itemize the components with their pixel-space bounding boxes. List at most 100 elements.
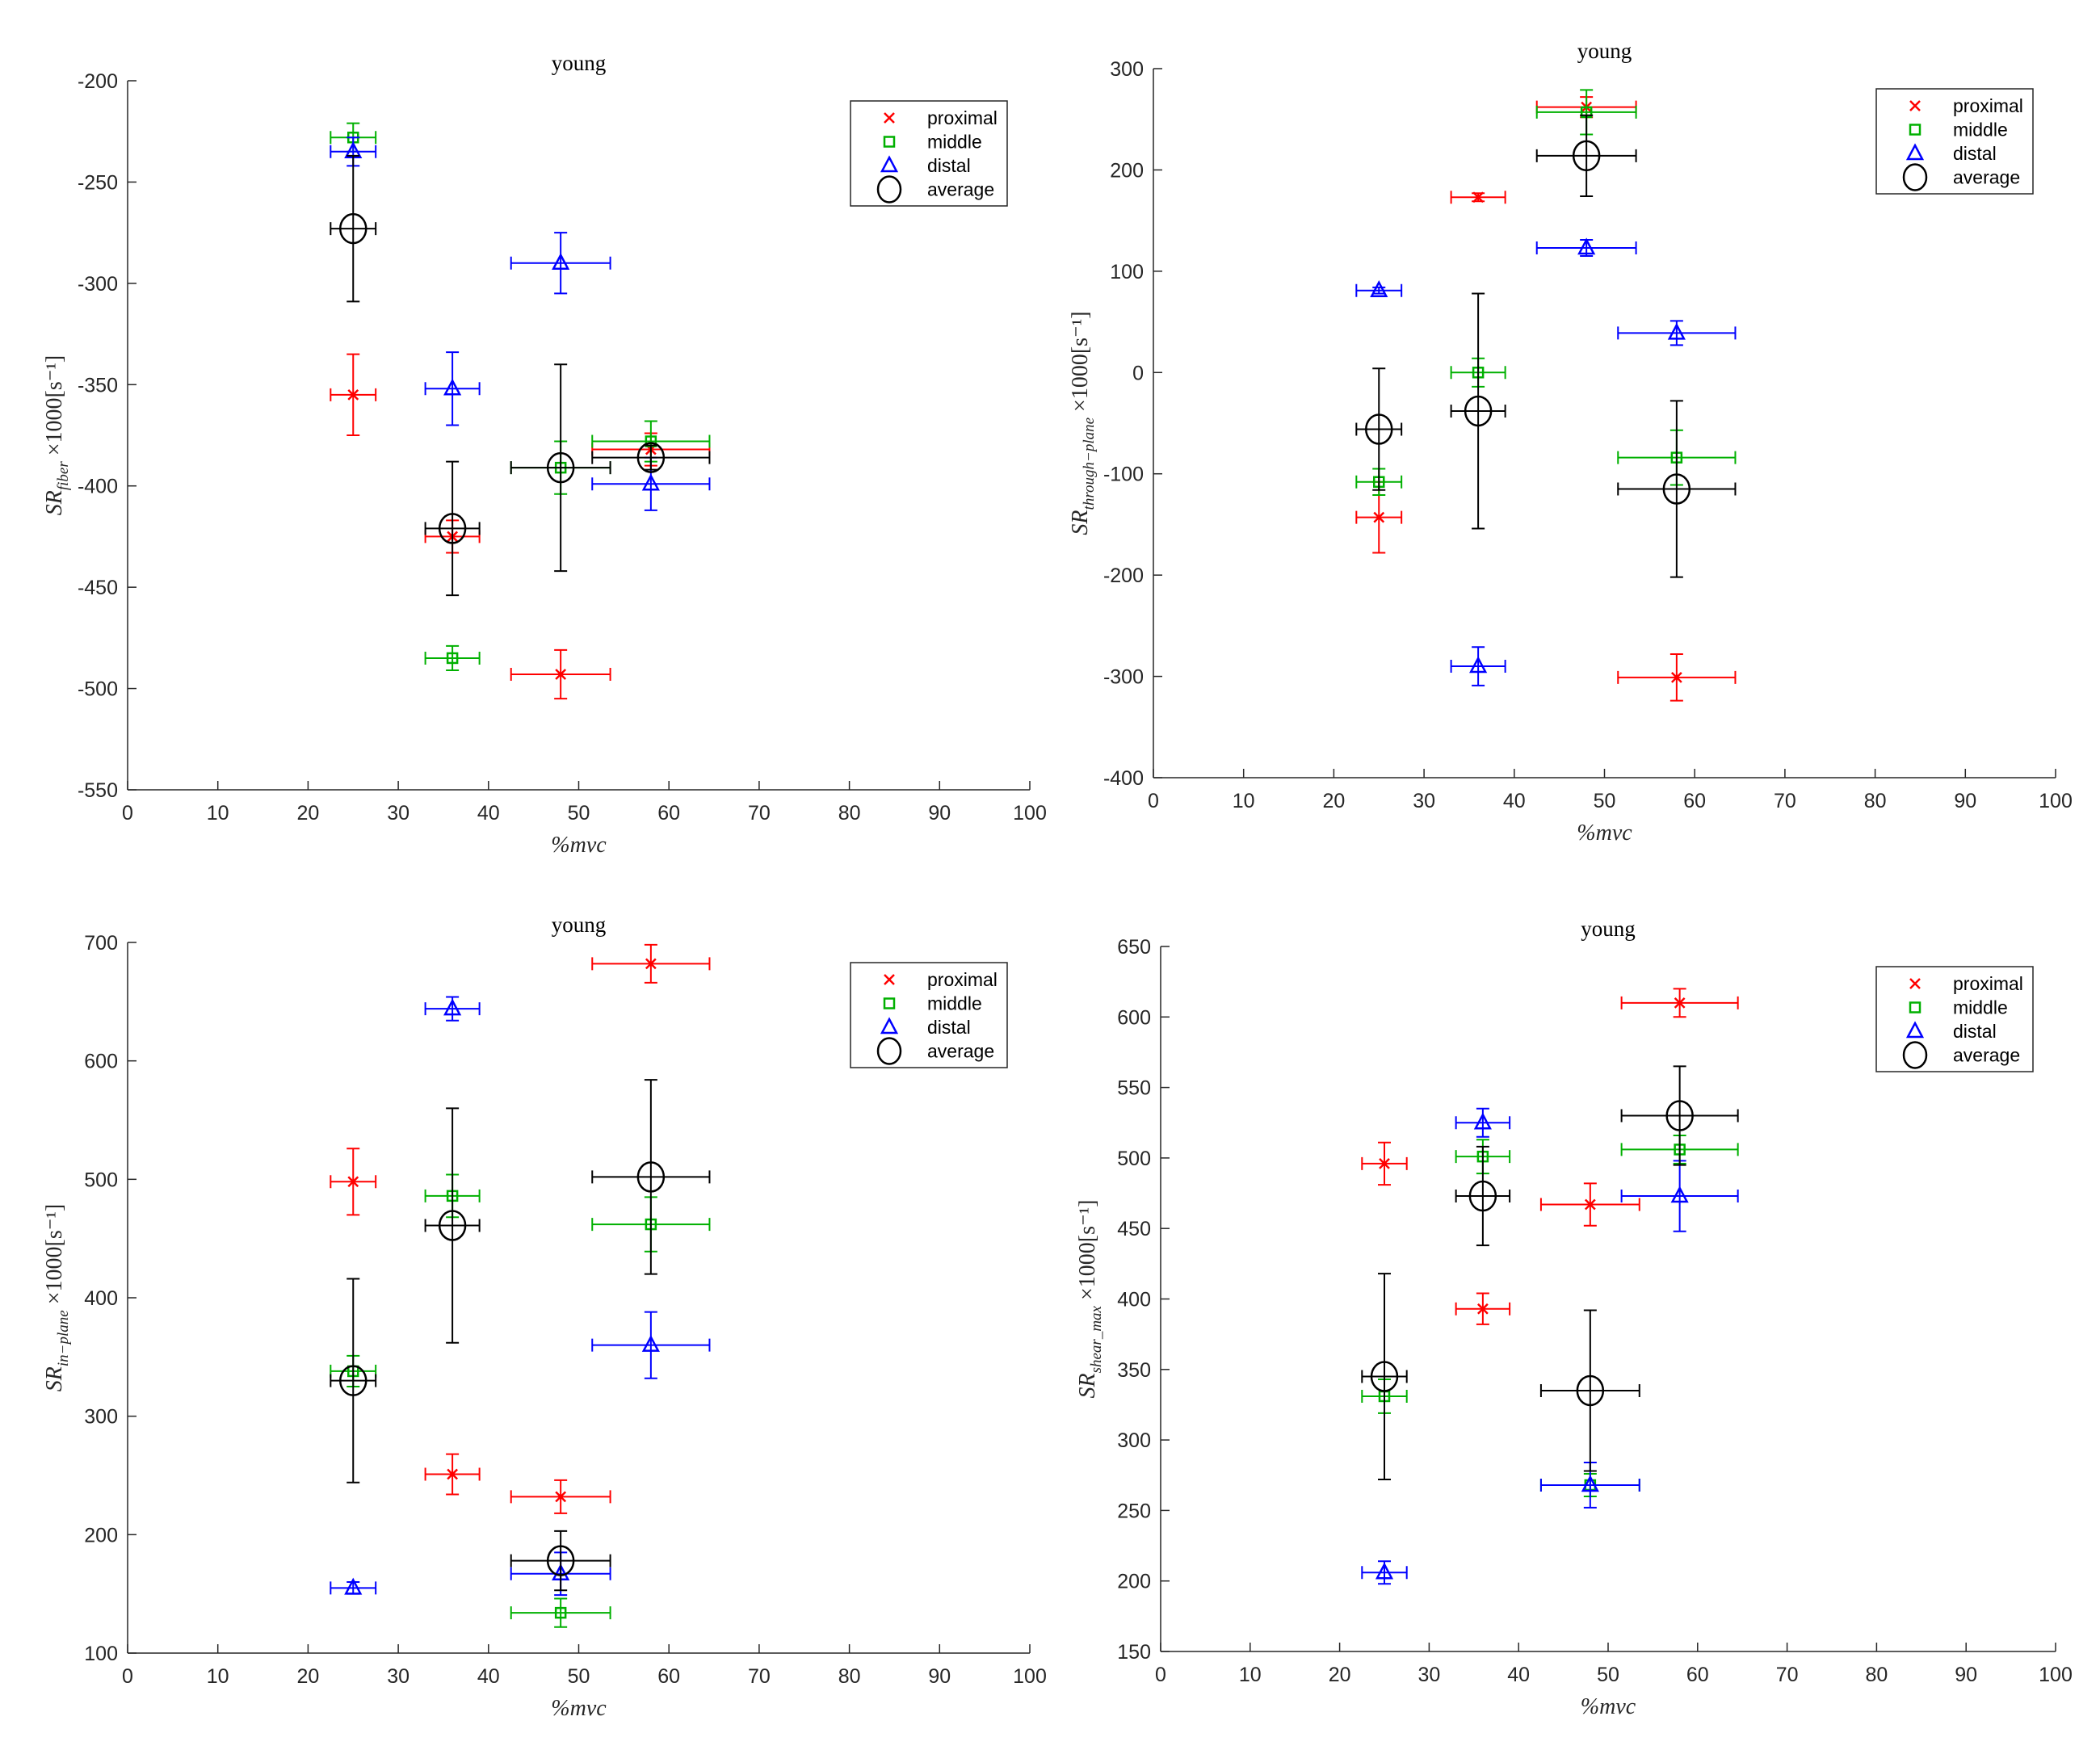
x-tick-label: 0 [122,802,133,825]
y-axis-label: SRthrough−plane ×1000[s⁻¹] [1068,311,1098,535]
x-tick-label: 100 [2039,1664,2073,1686]
y-tick-label: 700 [84,932,118,955]
x-tick-label: 90 [1954,790,1976,812]
distal-point [641,1334,660,1352]
y-axis-label-main: SR [1075,1373,1100,1398]
y-tick-label: 300 [1117,1429,1151,1452]
legend-marker-distal [880,1017,899,1034]
y-tick-label: -400 [1103,767,1144,790]
legend-label-middle: middle [927,993,982,1014]
chart-title: young [552,51,607,75]
legend: proximal middle distal average [1875,966,2034,1072]
x-tick-label: 90 [928,1665,951,1688]
series-average [1355,114,1737,578]
x-tick-label: 70 [1776,1664,1799,1686]
y-tick-label: -250 [78,171,118,194]
y-axis-label-main: SR [1068,510,1093,535]
legend-marker-middle [1909,1001,1922,1013]
x-tick-label: 0 [122,1665,133,1688]
distal-point [1370,280,1388,297]
proximal-point [555,669,567,680]
x-axis-label: %mvc [1577,820,1632,846]
series-average [330,154,711,597]
x-tick-label: 80 [838,1665,861,1688]
proximal-point [347,1176,359,1188]
average-y-errorbar [446,1107,460,1344]
x-tick-label: 60 [1686,1664,1709,1686]
x-tick-label: 40 [1507,1664,1530,1686]
x-tick-label: 70 [1774,790,1796,812]
chart-4: 0 10 20 30 40 50 60 70 80 90 100 150 200 250 300 350 400… [1075,917,2073,1719]
series-distal [330,996,711,1597]
y-axis-label: SRin−plane ×1000[s⁻¹] [42,1204,72,1391]
distal-point [641,473,660,491]
x-tick-label: 30 [387,802,410,825]
average-y-errorbar [1583,1309,1597,1472]
y-axis-label-suffix: ×1000[s⁻¹] [1075,1199,1100,1306]
y-axis-label: SRshear_max ×1000[s⁻¹] [1075,1199,1105,1398]
x-tick-label: 80 [838,802,861,825]
x-tick-label: 90 [928,802,951,825]
x-tick-label: 40 [1503,790,1526,812]
x-tick-label: 50 [1597,1664,1619,1686]
average-y-errorbar [1472,292,1485,530]
legend: proximal middle distal average [850,962,1008,1068]
distal-y-errorbar [1472,646,1485,686]
average-y-errorbar [1580,114,1594,198]
proximal-point [1476,1303,1489,1315]
y-tick-label: 200 [84,1524,118,1546]
average-point [1370,1361,1399,1392]
average-y-errorbar [644,1079,657,1275]
x-tick-label: 20 [1329,1664,1351,1686]
average-point [1464,395,1493,427]
x-tick-label: 100 [1013,1665,1047,1688]
y-tick-label: 550 [1117,1077,1151,1100]
x-tick-label: 20 [1322,790,1345,812]
y-axis-label-sub: shear_max [1088,1305,1105,1373]
proximal-point [1373,511,1385,523]
chart-1: 0 10 20 30 40 50 60 70 80 90 100 -550 -500 -450 -400 -3… [42,51,1047,858]
y-tick-label: -400 [78,476,118,498]
legend-box [850,962,1008,1068]
average-point [1365,413,1393,445]
series-distal [1361,1107,1739,1585]
series-proximal [1361,988,1739,1325]
distal-point [443,378,462,396]
middle-y-errorbar [554,1597,568,1628]
chart-title: young [552,913,607,937]
average-y-errorbar [554,1530,568,1592]
y-tick-label: 500 [1117,1148,1151,1170]
y-tick-label: 200 [1117,1571,1151,1593]
y-tick-label: 500 [84,1169,118,1191]
x-tick-label: 30 [1418,1664,1440,1686]
proximal-point [347,388,359,401]
x-tick-label: 80 [1865,1664,1888,1686]
y-tick-label: -300 [1103,666,1144,689]
y-axis-label-suffix: ×1000[s⁻¹] [1068,311,1093,418]
middle-y-errorbar [446,644,460,671]
legend-marker-middle [1909,124,1922,136]
distal-point [1375,1562,1394,1580]
legend-marker-distal [1905,1021,1925,1039]
distal-point [1670,1186,1689,1203]
x-tick-label: 60 [657,1665,680,1688]
y-axis-label-sub: fiber [55,461,72,490]
distal-point [1469,656,1488,674]
legend-label-distal: distal [1953,143,1997,164]
distal-point [443,998,462,1016]
proximal-point [645,958,657,970]
x-tick-label: 10 [1239,1664,1262,1686]
average-point [1662,473,1691,505]
average-y-errorbar [1673,1065,1686,1166]
legend-label-average: average [927,179,994,200]
series-proximal [1355,96,1737,702]
legend-label-distal: distal [1953,1021,1997,1042]
legend-label-proximal: proximal [1953,973,2023,994]
y-axis-label-suffix: ×1000[s⁻¹] [42,355,67,462]
average-point [1468,1180,1497,1212]
y-axis-label-main: SR [42,1366,67,1391]
x-tick-label: 50 [568,1665,590,1688]
series-middle [1355,89,1737,497]
legend-label-average: average [927,1041,994,1062]
